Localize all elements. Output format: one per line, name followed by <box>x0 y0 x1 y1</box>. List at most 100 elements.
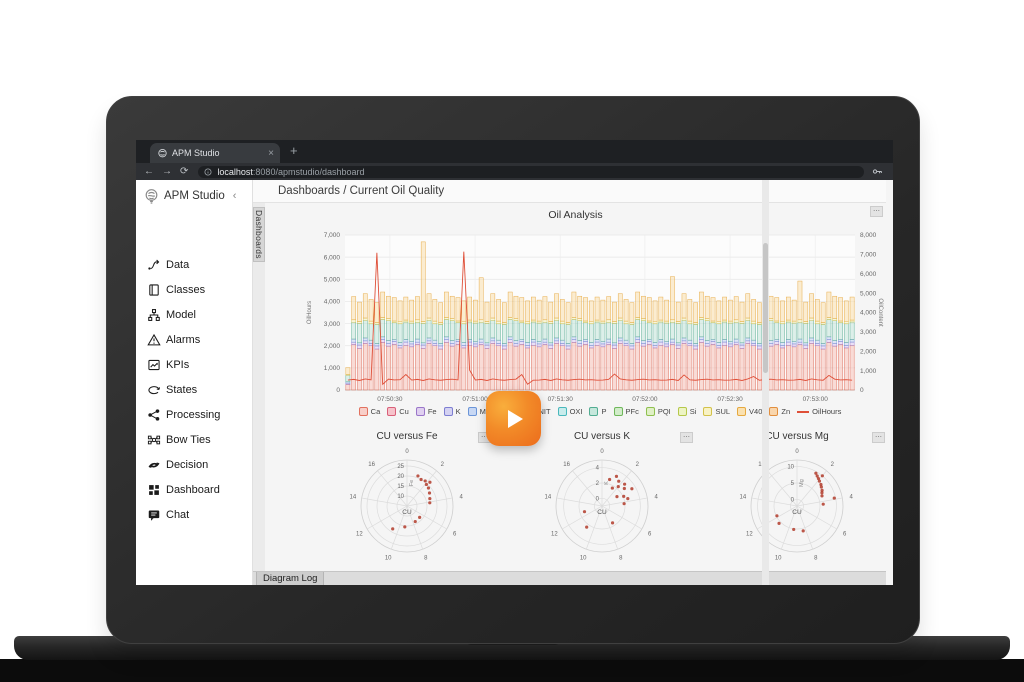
svg-text:16: 16 <box>563 462 570 468</box>
legend-label: Ca <box>370 407 381 416</box>
sidebar-collapse-icon[interactable]: ‹ <box>232 190 237 202</box>
legend-swatch <box>769 407 779 416</box>
legend-item-OXI[interactable]: OXI <box>557 407 582 416</box>
sidebar-item-dashboard[interactable]: Dashboard <box>136 477 253 502</box>
dashboards-tab-label: Dashboards <box>254 210 264 259</box>
scrollbar-thumb[interactable] <box>763 243 768 373</box>
tab-title: APM Studio <box>172 148 220 158</box>
sidebar-item-processing[interactable]: Processing <box>136 402 253 427</box>
legend-swatch <box>797 410 810 413</box>
address-bar[interactable]: localhost:8080/apmstudio/dashboard <box>198 165 865 178</box>
legend-item-Cu[interactable]: Cu <box>387 407 409 416</box>
sidebar-item-label: Processing <box>166 408 221 421</box>
diagram-log-tab[interactable]: Diagram Log <box>256 572 325 585</box>
chart-menu-button[interactable]: ⋯ <box>870 206 883 217</box>
legend-swatch <box>589 407 599 416</box>
sidebar-item-kpis[interactable]: KPIs <box>136 352 253 377</box>
chart-menu-button[interactable]: ⋯ <box>680 432 693 443</box>
legend-swatch <box>415 407 425 416</box>
key-icon[interactable] <box>872 167 883 176</box>
sidebar-item-bow-ties[interactable]: Bow Ties <box>136 427 253 452</box>
svg-text:12: 12 <box>746 532 753 538</box>
svg-text:25: 25 <box>397 464 404 470</box>
legend-item-Mg[interactable]: Mg <box>467 407 490 416</box>
svg-text:CU: CU <box>792 509 802 516</box>
breadcrumb[interactable]: Dashboards / Current Oil Quality <box>278 185 445 197</box>
reload-icon[interactable]: ⟳ <box>180 166 189 177</box>
svg-text:6: 6 <box>453 532 457 538</box>
svg-text:0: 0 <box>600 449 604 455</box>
video-play-button[interactable] <box>486 391 541 446</box>
svg-text:2: 2 <box>596 481 600 487</box>
svg-text:2: 2 <box>441 462 445 468</box>
legend-swatch <box>443 407 453 416</box>
chart-legend: CaCuFeKMgMoNITOXIPPFcPQISiSULV40ZnOilHou… <box>320 407 880 416</box>
svg-text:6,000: 6,000 <box>324 254 341 261</box>
legend-swatch <box>677 407 687 416</box>
svg-text:8: 8 <box>424 556 428 562</box>
app-window: APM Studio ‹ Data Classes Model Alarms <box>136 180 893 585</box>
sidebar-item-data[interactable]: Data <box>136 252 253 277</box>
forward-icon[interactable]: → <box>162 166 172 177</box>
dashboard-content: Oil Analysis ⋯ 0 1,000 2,000 3,000 4,000 5,00… <box>265 203 886 571</box>
scrollbar[interactable] <box>762 180 769 585</box>
legend-item-PFc[interactable]: PFc <box>613 407 639 416</box>
svg-text:5: 5 <box>791 481 795 487</box>
svg-text:4: 4 <box>459 494 463 500</box>
sidebar-item-chat[interactable]: Chat <box>136 502 253 527</box>
legend-item-V40[interactable]: V40 <box>737 407 762 416</box>
legend-label: Cu <box>399 407 409 416</box>
svg-text:8,000: 8,000 <box>860 232 877 239</box>
back-icon[interactable]: ← <box>144 166 154 177</box>
sidebar-item-model[interactable]: Model <box>136 302 253 327</box>
svg-text:10: 10 <box>397 494 404 500</box>
chat-icon <box>146 507 161 522</box>
sidebar-item-alarms[interactable]: Alarms <box>136 327 253 352</box>
legend-item-SUL[interactable]: SUL <box>703 407 730 416</box>
browser-tab[interactable]: APM Studio × <box>150 143 280 163</box>
polar-chart-cu-mg: 0 2 4 6 8 10 12 14 16 0 5 10 CU Mg <box>739 449 853 562</box>
svg-text:CU: CU <box>402 509 412 516</box>
sidebar-item-decision[interactable]: Decision <box>136 452 253 477</box>
legend-item-PQI[interactable]: PQI <box>645 407 671 416</box>
legend-item-Zn[interactable]: Zn <box>769 407 790 416</box>
scatter-title-cu-mg: CU versus Mg <box>765 431 829 442</box>
sidebar-header: APM Studio ‹ <box>136 184 253 208</box>
legend-label: OilHours <box>812 407 842 416</box>
svg-text:CU: CU <box>597 509 607 516</box>
chart-menu-button[interactable]: ⋯ <box>872 432 885 443</box>
tab-close-icon[interactable]: × <box>268 147 274 159</box>
sidebar-item-label: Bow Ties <box>166 433 211 446</box>
svg-text:4,000: 4,000 <box>324 299 341 306</box>
svg-text:10: 10 <box>385 556 392 562</box>
kpis-icon <box>146 357 161 372</box>
sidebar-item-classes[interactable]: Classes <box>136 277 253 302</box>
legend-item-P[interactable]: P <box>589 407 607 416</box>
svg-text:4: 4 <box>849 494 853 500</box>
svg-text:0: 0 <box>791 497 795 503</box>
browser-toolbar: ← → ⟳ localhost:8080/apmstudio/dashboard <box>136 163 893 180</box>
svg-text:6: 6 <box>648 532 652 538</box>
scatter-title-cu-k: CU versus K <box>573 431 631 442</box>
legend-label: NIT <box>538 407 551 416</box>
legend-item-Si[interactable]: Si <box>677 407 696 416</box>
svg-text:07:52:00: 07:52:00 <box>632 396 658 403</box>
legend-swatch <box>557 407 567 416</box>
info-icon[interactable] <box>204 168 212 176</box>
sidebar-item-label: Alarms <box>166 333 201 346</box>
sidebar-item-label: Classes <box>166 283 206 296</box>
new-tab-button[interactable]: + <box>290 143 298 158</box>
svg-text:OilContent: OilContent <box>877 298 883 327</box>
legend-item-Fe[interactable]: Fe <box>415 407 437 416</box>
svg-text:16: 16 <box>758 462 765 468</box>
svg-text:0: 0 <box>596 496 600 502</box>
dashboards-vertical-tab[interactable]: Dashboards <box>253 207 265 262</box>
legend-swatch <box>613 407 623 416</box>
svg-text:10: 10 <box>580 556 587 562</box>
svg-text:12: 12 <box>356 532 363 538</box>
sidebar-item-states[interactable]: States <box>136 377 253 402</box>
legend-item-OilHours[interactable]: OilHours <box>797 407 841 416</box>
legend-item-K[interactable]: K <box>443 407 461 416</box>
svg-text:6,000: 6,000 <box>860 271 877 278</box>
legend-item-Ca[interactable]: Ca <box>358 407 381 416</box>
